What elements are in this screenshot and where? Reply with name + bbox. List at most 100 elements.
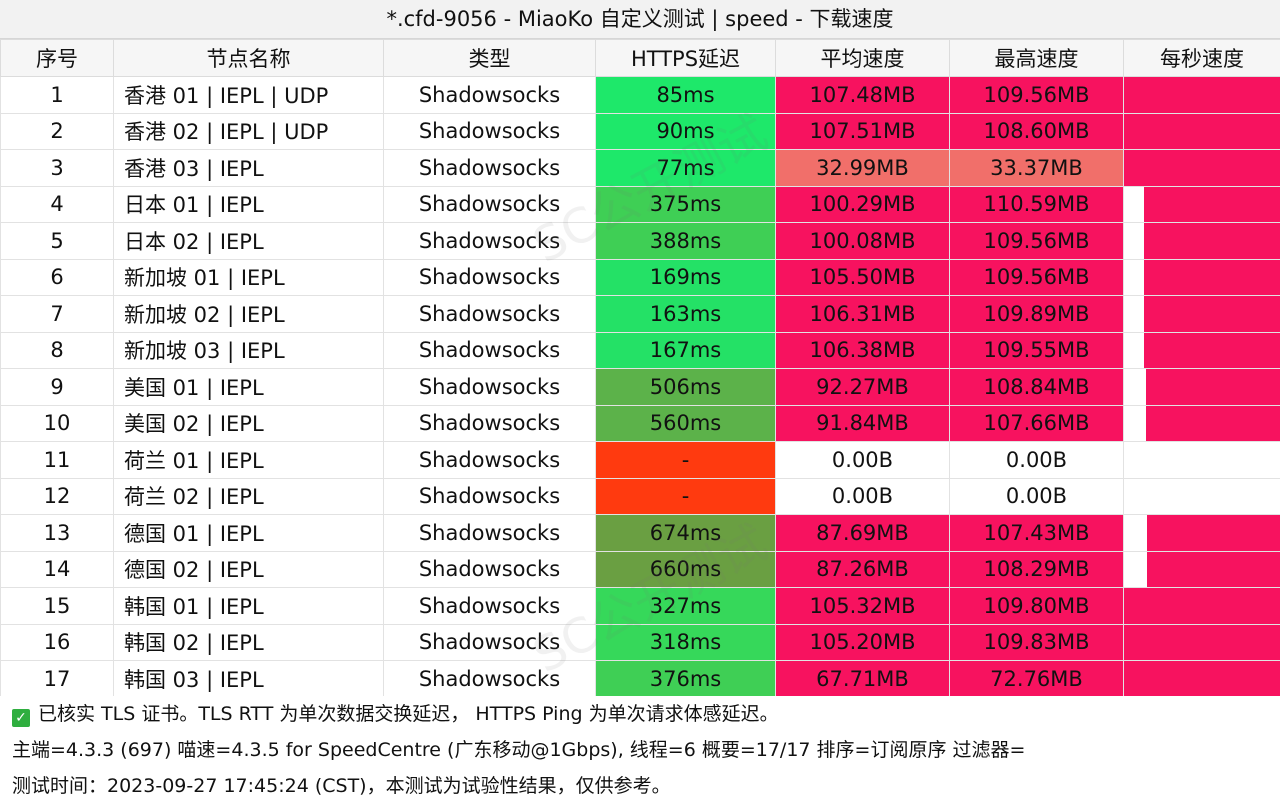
row-index: 7 bbox=[0, 295, 114, 333]
row-index: 11 bbox=[0, 441, 114, 479]
row-https-latency: 388ms bbox=[595, 222, 776, 260]
row-index: 15 bbox=[0, 587, 114, 625]
row-https-latency: 376ms bbox=[595, 660, 776, 698]
row-https-latency: 77ms bbox=[595, 149, 776, 187]
row-type: Shadowsocks bbox=[383, 514, 596, 552]
checkmark-icon: ✓ bbox=[12, 709, 30, 727]
row-node-name: 日本 02 | IEPL bbox=[113, 222, 384, 260]
row-max-speed: 109.83MB bbox=[949, 623, 1124, 661]
row-type: Shadowsocks bbox=[383, 477, 596, 515]
per-second-speed-fill bbox=[1124, 113, 1280, 149]
table-row[interactable]: 5 日本 02 | IEPL Shadowsocks 388ms 100.08MB 109… bbox=[0, 222, 1280, 260]
per-second-speed-fill bbox=[1144, 186, 1280, 222]
row-avg-speed: 100.08MB bbox=[775, 222, 950, 260]
per-second-speed-fill bbox=[1124, 588, 1280, 624]
row-node-name: 荷兰 02 | IEPL bbox=[113, 477, 384, 515]
header-index[interactable]: 序号 bbox=[0, 39, 114, 77]
row-https-latency: 560ms bbox=[595, 404, 776, 442]
footer-tls-note: ✓ 已核实 TLS 证书。TLS RTT 为单次数据交换延迟， HTTPS Pin… bbox=[0, 696, 1280, 732]
row-per-second-speed-bar bbox=[1123, 404, 1280, 442]
row-max-speed: 109.56MB bbox=[949, 258, 1124, 296]
table-row[interactable]: 7 新加坡 02 | IEPL Shadowsocks 163ms 106.31MB 10… bbox=[0, 295, 1280, 333]
table-row[interactable]: 17 韩国 03 | IEPL Shadowsocks 376ms 67.71MB 72.… bbox=[0, 660, 1280, 698]
row-type: Shadowsocks bbox=[383, 149, 596, 187]
header-https-latency[interactable]: HTTPS延迟 bbox=[595, 39, 776, 77]
row-per-second-speed-bar bbox=[1123, 587, 1280, 625]
table-row[interactable]: 6 新加坡 01 | IEPL Shadowsocks 169ms 105.50MB 10… bbox=[0, 258, 1280, 296]
row-type: Shadowsocks bbox=[383, 222, 596, 260]
row-max-speed: 109.56MB bbox=[949, 76, 1124, 114]
row-https-latency: 169ms bbox=[595, 258, 776, 296]
row-index: 17 bbox=[0, 660, 114, 698]
per-second-speed-fill bbox=[1144, 223, 1280, 259]
row-per-second-speed-bar bbox=[1123, 368, 1280, 406]
header-node-name[interactable]: 节点名称 bbox=[113, 39, 384, 77]
table-row[interactable]: 15 韩国 01 | IEPL Shadowsocks 327ms 105.32MB 10… bbox=[0, 587, 1280, 625]
row-node-name: 韩国 03 | IEPL bbox=[113, 660, 384, 698]
row-index: 5 bbox=[0, 222, 114, 260]
row-node-name: 韩国 01 | IEPL bbox=[113, 587, 384, 625]
row-index: 12 bbox=[0, 477, 114, 515]
per-second-speed-fill bbox=[1124, 150, 1280, 186]
row-max-speed: 33.37MB bbox=[949, 149, 1124, 187]
row-per-second-speed-bar bbox=[1123, 623, 1280, 661]
header-type[interactable]: 类型 bbox=[383, 39, 596, 77]
row-avg-speed: 32.99MB bbox=[775, 149, 950, 187]
per-second-speed-fill bbox=[1124, 624, 1280, 660]
row-https-latency: 318ms bbox=[595, 623, 776, 661]
table-row[interactable]: 14 德国 02 | IEPL Shadowsocks 660ms 87.26MB 108… bbox=[0, 550, 1280, 588]
row-index: 4 bbox=[0, 185, 114, 223]
row-per-second-speed-bar bbox=[1123, 295, 1280, 333]
row-type: Shadowsocks bbox=[383, 623, 596, 661]
row-https-latency: - bbox=[595, 441, 776, 479]
row-per-second-speed-bar bbox=[1123, 76, 1280, 114]
row-index: 1 bbox=[0, 76, 114, 114]
per-second-speed-fill bbox=[1144, 332, 1280, 368]
row-max-speed: 108.29MB bbox=[949, 550, 1124, 588]
table-row[interactable]: 1 香港 01 | IEPL | UDP Shadowsocks 85ms 107.48… bbox=[0, 76, 1280, 114]
table-row[interactable]: 8 新加坡 03 | IEPL Shadowsocks 167ms 106.38MB 10… bbox=[0, 331, 1280, 369]
row-https-latency: 660ms bbox=[595, 550, 776, 588]
row-avg-speed: 87.26MB bbox=[775, 550, 950, 588]
row-max-speed: 0.00B bbox=[949, 441, 1124, 479]
row-type: Shadowsocks bbox=[383, 185, 596, 223]
row-max-speed: 110.59MB bbox=[949, 185, 1124, 223]
row-per-second-speed-bar bbox=[1123, 258, 1280, 296]
row-index: 6 bbox=[0, 258, 114, 296]
row-node-name: 荷兰 01 | IEPL bbox=[113, 441, 384, 479]
row-max-speed: 72.76MB bbox=[949, 660, 1124, 698]
row-type: Shadowsocks bbox=[383, 112, 596, 150]
row-per-second-speed-bar bbox=[1123, 660, 1280, 698]
row-max-speed: 108.60MB bbox=[949, 112, 1124, 150]
row-type: Shadowsocks bbox=[383, 550, 596, 588]
row-index: 10 bbox=[0, 404, 114, 442]
header-per-second-speed[interactable]: 每秒速度 bbox=[1123, 39, 1280, 77]
header-avg-speed[interactable]: 平均速度 bbox=[775, 39, 950, 77]
table-row[interactable]: 10 美国 02 | IEPL Shadowsocks 560ms 91.84MB 107… bbox=[0, 404, 1280, 442]
table-row[interactable]: 11 荷兰 01 | IEPL Shadowsocks -0.00B 0.00B bbox=[0, 441, 1280, 479]
table-row[interactable]: 16 韩国 02 | IEPL Shadowsocks 318ms 105.20MB 10… bbox=[0, 623, 1280, 661]
table-row[interactable]: 12 荷兰 02 | IEPL Shadowsocks -0.00B 0.00B bbox=[0, 477, 1280, 515]
table-row[interactable]: 9 美国 01 | IEPL Shadowsocks 506ms 92.27MB 108.… bbox=[0, 368, 1280, 406]
row-index: 16 bbox=[0, 623, 114, 661]
row-https-latency: 163ms bbox=[595, 295, 776, 333]
row-index: 2 bbox=[0, 112, 114, 150]
row-avg-speed: 100.29MB bbox=[775, 185, 950, 223]
row-https-latency: 375ms bbox=[595, 185, 776, 223]
table-row[interactable]: 13 德国 01 | IEPL Shadowsocks 674ms 87.69MB 107… bbox=[0, 514, 1280, 552]
per-second-speed-fill bbox=[1145, 405, 1280, 441]
row-type: Shadowsocks bbox=[383, 441, 596, 479]
table-row[interactable]: 3 香港 03 | IEPL Shadowsocks 77ms 32.99MB 33.37… bbox=[0, 149, 1280, 187]
row-type: Shadowsocks bbox=[383, 295, 596, 333]
per-second-speed-fill bbox=[1147, 515, 1280, 551]
row-type: Shadowsocks bbox=[383, 76, 596, 114]
table-row[interactable]: 2 香港 02 | IEPL | UDP Shadowsocks 90ms 107.51… bbox=[0, 112, 1280, 150]
header-max-speed[interactable]: 最高速度 bbox=[949, 39, 1124, 77]
row-max-speed: 109.55MB bbox=[949, 331, 1124, 369]
table-row[interactable]: 4 日本 01 | IEPL Shadowsocks 375ms 100.29MB 110… bbox=[0, 185, 1280, 223]
row-node-name: 日本 01 | IEPL bbox=[113, 185, 384, 223]
row-per-second-speed-bar bbox=[1123, 112, 1280, 150]
row-avg-speed: 106.38MB bbox=[775, 331, 950, 369]
row-type: Shadowsocks bbox=[383, 587, 596, 625]
per-second-speed-fill bbox=[1144, 259, 1280, 295]
